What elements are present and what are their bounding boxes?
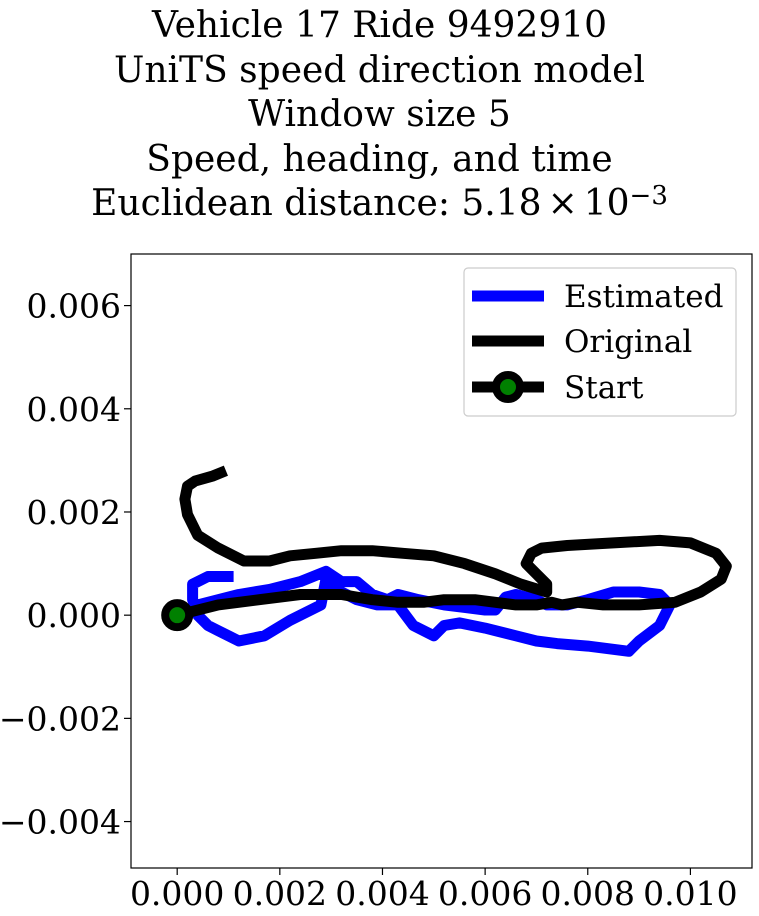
legend-frame: [463, 267, 737, 417]
title-line-3: Window size 5: [248, 94, 511, 135]
x-axis: 0.000 0.002 0.004 0.006 0.008 0.010: [130, 868, 738, 913]
title-line-1: Vehicle 17 Ride 9492910: [151, 5, 608, 46]
x-tick-label: 0.008: [541, 874, 635, 913]
x-tick-label: 0.004: [335, 874, 429, 913]
x-tick-label: 0.010: [643, 874, 737, 913]
plot-frame: [130, 253, 753, 869]
chart-title: Vehicle 17 Ride 9492910 UniTS speed dire…: [0, 4, 759, 227]
title-base: 10: [583, 183, 630, 224]
x-tick-label: 0.006: [438, 874, 532, 913]
legend-start-marker: [492, 371, 524, 403]
series-layer: [174, 465, 732, 657]
legend: Estimated Original Start: [463, 267, 737, 417]
series-line-estimated: [174, 565, 676, 657]
x-tick-label: 0.000: [130, 874, 224, 913]
title-line-5: Euclidean distance: 5.18 × 10−3: [0, 181, 759, 227]
title-times: ×: [547, 183, 578, 224]
title-line-4: Speed, heading, and time: [146, 138, 613, 180]
title-exponent: −3: [629, 181, 668, 211]
y-axis: −0.004 −0.002 0.000 0.002 0.004 0.006: [0, 287, 131, 842]
series-line-original: [175, 465, 732, 621]
legend-label: Estimated: [564, 279, 723, 315]
y-tick-label: −0.002: [0, 699, 121, 738]
title-line-2: UniTS speed direction model: [114, 49, 645, 91]
y-tick-label: 0.000: [27, 596, 121, 635]
x-tick-label: 0.002: [233, 874, 327, 913]
y-tick-label: 0.004: [27, 390, 121, 429]
legend-label: Original: [564, 324, 692, 360]
legend-label: Start: [564, 370, 644, 406]
title-mantissa: 5.18: [461, 183, 542, 224]
title-line-5-text: Euclidean distance:: [91, 183, 462, 224]
y-tick-label: −0.004: [0, 803, 121, 842]
start-marker: [161, 599, 194, 632]
y-tick-label: 0.006: [27, 287, 121, 326]
y-tick-label: 0.002: [27, 493, 121, 532]
